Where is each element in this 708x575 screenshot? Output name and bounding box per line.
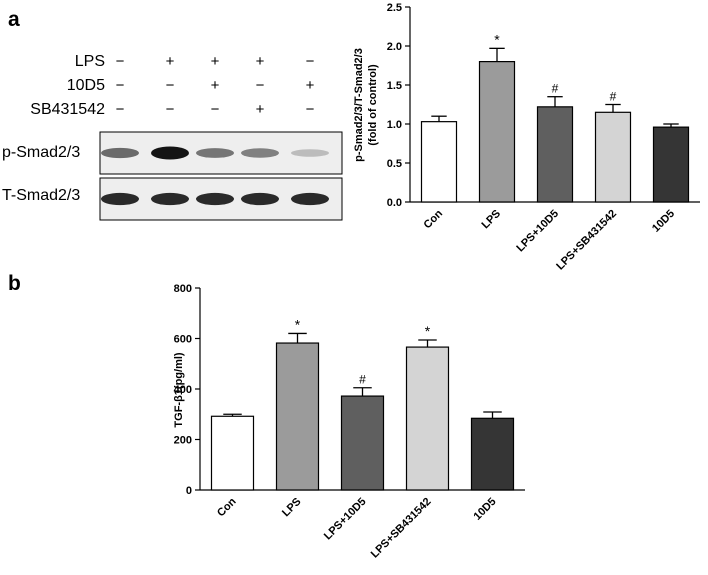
x-tick-label: LPS <box>479 208 503 232</box>
condition-signs: − + + + − − − + − + − − − + − <box>116 53 315 118</box>
bar <box>594 111 632 203</box>
condition-sign: + <box>256 101 265 118</box>
y-tick-label: 1.5 <box>387 80 402 92</box>
blot-band <box>291 149 329 157</box>
blot-row-label-t-smad: T-Smad2/3 <box>2 187 80 204</box>
condition-sign: − <box>256 77 265 94</box>
x-tick-label: LPS+SB431542 <box>554 208 619 273</box>
significance-mark: # <box>610 90 617 104</box>
y-tick-label: 200 <box>174 435 192 447</box>
condition-sign: + <box>256 53 265 70</box>
y-tick-label: 2.5 <box>387 2 402 14</box>
blot-row-t-smad: T-Smad2/3 <box>2 177 343 221</box>
x-tick-label: 10D5 <box>472 496 499 523</box>
condition-sign: + <box>166 53 175 70</box>
bar <box>470 417 515 491</box>
significance-mark: * <box>295 316 301 332</box>
significance-mark: * <box>425 323 431 339</box>
chart-b: TGF-β1(pg/ml) 0 200 400 600 800 Con * LPS # LPS+1… <box>173 283 525 561</box>
bar <box>652 126 690 203</box>
chart-a-ylabel-unit: (fold of control) <box>367 64 379 146</box>
significance-mark: # <box>359 373 366 387</box>
panel-b-label: b <box>8 272 21 295</box>
condition-sign: − <box>116 53 125 70</box>
y-tick-label: 1.0 <box>387 119 402 131</box>
y-tick-label: 0.0 <box>387 197 402 209</box>
chart-a-ylabel: p-Smad2/3/T-Smad2/3 <box>353 48 365 162</box>
blot-band <box>196 192 234 206</box>
y-tick-label: 600 <box>174 334 192 346</box>
condition-sign: − <box>306 101 315 118</box>
bands-t-smad <box>101 192 329 206</box>
x-tick-label: LPS <box>280 496 304 520</box>
chart-b-ylabel: TGF-β1(pg/ml) <box>173 352 185 427</box>
blot-band <box>101 147 139 159</box>
condition-sign: − <box>166 101 175 118</box>
blot-band <box>101 192 139 206</box>
bar <box>340 395 385 491</box>
x-tick-label: 10D5 <box>650 208 677 235</box>
blot-band <box>196 148 234 158</box>
x-tick-label: LPS+SB431542 <box>369 496 434 561</box>
condition-label-sb431542: SB431542 <box>30 101 105 118</box>
blot-band <box>151 146 189 160</box>
blot-band <box>151 192 189 206</box>
y-tick-label: 0.5 <box>387 158 402 170</box>
blot-condition-table: LPS 10D5 SB431542 <box>30 53 105 118</box>
x-tick-label: LPS+10D5 <box>514 208 561 255</box>
bar <box>210 415 255 491</box>
condition-sign: − <box>166 77 175 94</box>
panel-a-label: a <box>8 8 20 31</box>
x-tick-label: Con <box>422 207 446 231</box>
condition-sign: + <box>306 77 315 94</box>
bar <box>536 106 574 203</box>
blot-band <box>291 192 329 206</box>
bar <box>420 121 458 203</box>
blot-row-label-p-smad: p-Smad2/3 <box>2 144 80 161</box>
blot-band <box>241 192 279 206</box>
significance-mark: * <box>494 31 500 47</box>
bar <box>478 60 516 203</box>
bar <box>405 346 450 491</box>
condition-label-10d5: 10D5 <box>67 77 105 94</box>
condition-sign: + <box>211 53 220 70</box>
y-tick-label: 2.0 <box>387 41 402 53</box>
condition-sign: − <box>211 101 220 118</box>
condition-sign: − <box>306 53 315 70</box>
bar <box>275 342 320 491</box>
y-tick-label: 800 <box>174 283 192 295</box>
y-tick-label: 400 <box>174 384 192 396</box>
condition-sign: − <box>116 101 125 118</box>
bands-p-smad <box>101 146 329 160</box>
condition-sign: + <box>211 77 220 94</box>
blot-row-p-smad: p-Smad2/3 <box>2 131 343 175</box>
x-tick-label: LPS+10D5 <box>322 496 369 543</box>
chart-a: p-Smad2/3/T-Smad2/3 (fold of control) 0.… <box>353 2 700 273</box>
y-tick-label: 0 <box>186 485 192 497</box>
condition-label-lps: LPS <box>75 53 105 70</box>
x-tick-label: Con <box>215 495 239 519</box>
blot-band <box>241 148 279 158</box>
condition-sign: − <box>116 77 125 94</box>
significance-mark: # <box>552 82 559 96</box>
